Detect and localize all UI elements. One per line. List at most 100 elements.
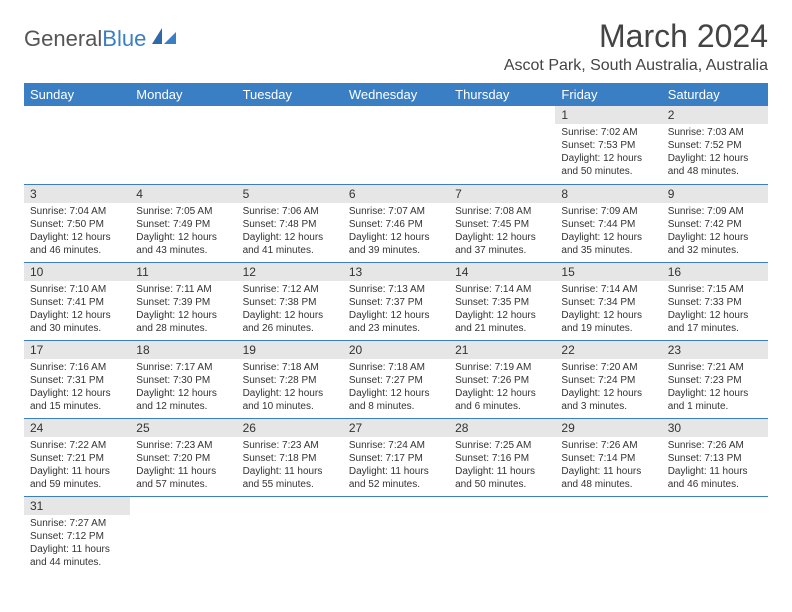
day-details: Sunrise: 7:12 AMSunset: 7:38 PMDaylight:…: [237, 281, 343, 339]
day-details: Sunrise: 7:09 AMSunset: 7:42 PMDaylight:…: [662, 203, 768, 261]
calendar-row: 24Sunrise: 7:22 AMSunset: 7:21 PMDayligh…: [24, 418, 768, 496]
calendar-cell: 13Sunrise: 7:13 AMSunset: 7:37 PMDayligh…: [343, 262, 449, 340]
calendar-cell: 18Sunrise: 7:17 AMSunset: 7:30 PMDayligh…: [130, 340, 236, 418]
calendar-cell: [662, 496, 768, 574]
day-details: Sunrise: 7:02 AMSunset: 7:53 PMDaylight:…: [555, 124, 661, 182]
calendar-row: 17Sunrise: 7:16 AMSunset: 7:31 PMDayligh…: [24, 340, 768, 418]
weekday-header: Sunday: [24, 83, 130, 106]
calendar-cell: 23Sunrise: 7:21 AMSunset: 7:23 PMDayligh…: [662, 340, 768, 418]
day-details: Sunrise: 7:24 AMSunset: 7:17 PMDaylight:…: [343, 437, 449, 495]
day-number: 4: [130, 185, 236, 203]
weekday-header: Saturday: [662, 83, 768, 106]
day-number: 23: [662, 341, 768, 359]
weekday-header-row: Sunday Monday Tuesday Wednesday Thursday…: [24, 83, 768, 106]
calendar-cell: [449, 496, 555, 574]
day-number: 11: [130, 263, 236, 281]
weekday-header: Thursday: [449, 83, 555, 106]
day-details: Sunrise: 7:09 AMSunset: 7:44 PMDaylight:…: [555, 203, 661, 261]
calendar-row: 10Sunrise: 7:10 AMSunset: 7:41 PMDayligh…: [24, 262, 768, 340]
day-number: 27: [343, 419, 449, 437]
calendar-cell: [449, 106, 555, 184]
day-number: 13: [343, 263, 449, 281]
calendar-cell: 27Sunrise: 7:24 AMSunset: 7:17 PMDayligh…: [343, 418, 449, 496]
day-details: Sunrise: 7:14 AMSunset: 7:35 PMDaylight:…: [449, 281, 555, 339]
calendar-cell: 6Sunrise: 7:07 AMSunset: 7:46 PMDaylight…: [343, 184, 449, 262]
calendar-row: 31Sunrise: 7:27 AMSunset: 7:12 PMDayligh…: [24, 496, 768, 574]
day-details: Sunrise: 7:21 AMSunset: 7:23 PMDaylight:…: [662, 359, 768, 417]
calendar-row: 3Sunrise: 7:04 AMSunset: 7:50 PMDaylight…: [24, 184, 768, 262]
day-details: Sunrise: 7:16 AMSunset: 7:31 PMDaylight:…: [24, 359, 130, 417]
calendar-cell: 4Sunrise: 7:05 AMSunset: 7:49 PMDaylight…: [130, 184, 236, 262]
day-details: Sunrise: 7:26 AMSunset: 7:14 PMDaylight:…: [555, 437, 661, 495]
calendar-cell: 21Sunrise: 7:19 AMSunset: 7:26 PMDayligh…: [449, 340, 555, 418]
calendar-cell: 9Sunrise: 7:09 AMSunset: 7:42 PMDaylight…: [662, 184, 768, 262]
day-details: Sunrise: 7:22 AMSunset: 7:21 PMDaylight:…: [24, 437, 130, 495]
calendar-cell: 29Sunrise: 7:26 AMSunset: 7:14 PMDayligh…: [555, 418, 661, 496]
weekday-header: Friday: [555, 83, 661, 106]
calendar-cell: [130, 106, 236, 184]
title-block: March 2024 Ascot Park, South Australia, …: [504, 18, 768, 75]
day-number: 25: [130, 419, 236, 437]
calendar-cell: [555, 496, 661, 574]
calendar-cell: 2Sunrise: 7:03 AMSunset: 7:52 PMDaylight…: [662, 106, 768, 184]
calendar-cell: [24, 106, 130, 184]
day-details: Sunrise: 7:14 AMSunset: 7:34 PMDaylight:…: [555, 281, 661, 339]
calendar-cell: 24Sunrise: 7:22 AMSunset: 7:21 PMDayligh…: [24, 418, 130, 496]
day-number: 1: [555, 106, 661, 124]
day-number: 16: [662, 263, 768, 281]
weekday-header: Monday: [130, 83, 236, 106]
logo-text-blue: Blue: [102, 26, 146, 52]
calendar-cell: [343, 496, 449, 574]
sail-icon: [150, 26, 178, 52]
calendar-cell: 10Sunrise: 7:10 AMSunset: 7:41 PMDayligh…: [24, 262, 130, 340]
day-details: Sunrise: 7:03 AMSunset: 7:52 PMDaylight:…: [662, 124, 768, 182]
day-number: 3: [24, 185, 130, 203]
header: GeneralBlue March 2024 Ascot Park, South…: [24, 18, 768, 75]
day-number: 19: [237, 341, 343, 359]
logo: GeneralBlue: [24, 26, 178, 52]
calendar-cell: 1Sunrise: 7:02 AMSunset: 7:53 PMDaylight…: [555, 106, 661, 184]
day-number: 31: [24, 497, 130, 515]
calendar-cell: 7Sunrise: 7:08 AMSunset: 7:45 PMDaylight…: [449, 184, 555, 262]
day-number: 26: [237, 419, 343, 437]
calendar-cell: [237, 496, 343, 574]
calendar-cell: [237, 106, 343, 184]
calendar-cell: 20Sunrise: 7:18 AMSunset: 7:27 PMDayligh…: [343, 340, 449, 418]
calendar-cell: 22Sunrise: 7:20 AMSunset: 7:24 PMDayligh…: [555, 340, 661, 418]
day-details: Sunrise: 7:10 AMSunset: 7:41 PMDaylight:…: [24, 281, 130, 339]
calendar-cell: 8Sunrise: 7:09 AMSunset: 7:44 PMDaylight…: [555, 184, 661, 262]
day-number: 6: [343, 185, 449, 203]
day-number: 5: [237, 185, 343, 203]
day-number: 18: [130, 341, 236, 359]
day-details: Sunrise: 7:23 AMSunset: 7:18 PMDaylight:…: [237, 437, 343, 495]
calendar-cell: 30Sunrise: 7:26 AMSunset: 7:13 PMDayligh…: [662, 418, 768, 496]
day-details: Sunrise: 7:23 AMSunset: 7:20 PMDaylight:…: [130, 437, 236, 495]
calendar-cell: 19Sunrise: 7:18 AMSunset: 7:28 PMDayligh…: [237, 340, 343, 418]
day-details: Sunrise: 7:07 AMSunset: 7:46 PMDaylight:…: [343, 203, 449, 261]
calendar-cell: 11Sunrise: 7:11 AMSunset: 7:39 PMDayligh…: [130, 262, 236, 340]
day-number: 21: [449, 341, 555, 359]
day-number: 12: [237, 263, 343, 281]
calendar-cell: 15Sunrise: 7:14 AMSunset: 7:34 PMDayligh…: [555, 262, 661, 340]
weekday-header: Wednesday: [343, 83, 449, 106]
location: Ascot Park, South Australia, Australia: [504, 57, 768, 75]
calendar-cell: [343, 106, 449, 184]
calendar-cell: 14Sunrise: 7:14 AMSunset: 7:35 PMDayligh…: [449, 262, 555, 340]
day-number: 14: [449, 263, 555, 281]
day-number: 9: [662, 185, 768, 203]
day-details: Sunrise: 7:20 AMSunset: 7:24 PMDaylight:…: [555, 359, 661, 417]
day-details: Sunrise: 7:08 AMSunset: 7:45 PMDaylight:…: [449, 203, 555, 261]
calendar-cell: 5Sunrise: 7:06 AMSunset: 7:48 PMDaylight…: [237, 184, 343, 262]
calendar-cell: 25Sunrise: 7:23 AMSunset: 7:20 PMDayligh…: [130, 418, 236, 496]
calendar-cell: 31Sunrise: 7:27 AMSunset: 7:12 PMDayligh…: [24, 496, 130, 574]
calendar-cell: 28Sunrise: 7:25 AMSunset: 7:16 PMDayligh…: [449, 418, 555, 496]
day-details: Sunrise: 7:27 AMSunset: 7:12 PMDaylight:…: [24, 515, 130, 573]
logo-text-gray: General: [24, 26, 102, 52]
day-number: 24: [24, 419, 130, 437]
day-details: Sunrise: 7:26 AMSunset: 7:13 PMDaylight:…: [662, 437, 768, 495]
day-number: 15: [555, 263, 661, 281]
day-details: Sunrise: 7:19 AMSunset: 7:26 PMDaylight:…: [449, 359, 555, 417]
day-number: 22: [555, 341, 661, 359]
day-details: Sunrise: 7:18 AMSunset: 7:27 PMDaylight:…: [343, 359, 449, 417]
day-details: Sunrise: 7:13 AMSunset: 7:37 PMDaylight:…: [343, 281, 449, 339]
